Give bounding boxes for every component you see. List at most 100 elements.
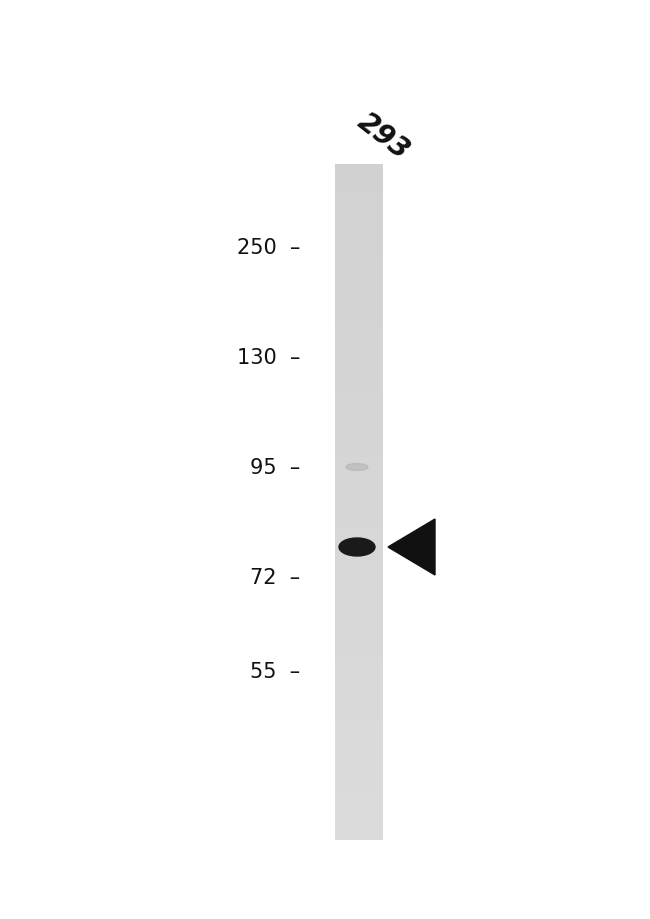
Bar [335, 395, 383, 402]
Bar [335, 323, 383, 328]
Bar [335, 614, 383, 620]
Bar [335, 687, 383, 694]
Bar [335, 575, 383, 581]
Bar [335, 272, 383, 278]
Bar [335, 653, 383, 660]
Bar [335, 215, 383, 221]
Bar [335, 170, 383, 176]
Bar [335, 709, 383, 716]
Bar [335, 373, 383, 379]
Bar [335, 221, 383, 227]
Bar [335, 193, 383, 199]
Bar [335, 451, 383, 458]
Bar [335, 608, 383, 615]
Bar [335, 811, 383, 817]
Bar [335, 300, 383, 306]
Bar [335, 648, 383, 654]
Bar [335, 361, 383, 368]
Bar [335, 417, 383, 424]
Bar [335, 496, 383, 503]
Bar [335, 519, 383, 525]
Bar [335, 743, 383, 750]
Bar [335, 210, 383, 216]
Bar [335, 626, 383, 631]
Bar [335, 570, 383, 575]
Ellipse shape [344, 540, 370, 554]
Bar [335, 187, 383, 193]
Bar [335, 462, 383, 469]
Bar [335, 491, 383, 497]
Bar [335, 665, 383, 671]
Bar [335, 384, 383, 390]
Bar [335, 328, 383, 334]
Bar [335, 586, 383, 593]
Bar [335, 289, 383, 295]
Bar [335, 238, 383, 244]
Bar [335, 255, 383, 261]
Text: 250  –: 250 – [237, 238, 300, 257]
Bar [335, 760, 383, 766]
Bar [335, 834, 383, 840]
Bar [335, 552, 383, 559]
Bar [335, 817, 383, 823]
Bar [335, 794, 383, 800]
Bar [335, 294, 383, 301]
Bar [335, 474, 383, 480]
Bar [335, 176, 383, 182]
Bar [335, 525, 383, 530]
Bar [335, 682, 383, 688]
Bar [335, 789, 383, 795]
Bar [335, 446, 383, 452]
Bar [335, 435, 383, 440]
Bar [335, 716, 383, 721]
Bar [335, 379, 383, 384]
Ellipse shape [348, 542, 366, 553]
Bar [335, 350, 383, 357]
Bar [335, 828, 383, 834]
Bar [335, 334, 383, 339]
Bar [335, 772, 383, 777]
Bar [335, 581, 383, 586]
Bar [335, 530, 383, 536]
Bar [335, 800, 383, 806]
Bar [335, 429, 383, 435]
Bar [335, 671, 383, 676]
Bar [335, 367, 383, 373]
Bar [335, 345, 383, 351]
Bar [335, 823, 383, 828]
Bar [335, 412, 383, 418]
Bar [335, 227, 383, 233]
Bar [335, 507, 383, 514]
Bar [335, 457, 383, 463]
Bar [335, 637, 383, 643]
Bar [335, 783, 383, 789]
Bar [335, 165, 383, 839]
Bar [335, 603, 383, 609]
Bar [335, 440, 383, 447]
Bar [335, 311, 383, 317]
Bar [335, 732, 383, 739]
Text: 293: 293 [352, 108, 415, 165]
Bar [335, 754, 383, 761]
Bar [335, 266, 383, 272]
Bar [335, 244, 383, 250]
Text: 55  –: 55 – [250, 662, 300, 681]
Bar [335, 401, 383, 407]
Bar [335, 563, 383, 570]
Bar [335, 406, 383, 413]
Bar [335, 727, 383, 732]
Bar [335, 316, 383, 323]
Bar [335, 597, 383, 604]
Text: 72  –: 72 – [250, 567, 300, 587]
Bar [335, 592, 383, 598]
Bar [335, 249, 383, 255]
Bar [335, 642, 383, 649]
Bar [335, 536, 383, 542]
Bar [335, 390, 383, 396]
Bar [335, 620, 383, 626]
Bar [335, 749, 383, 755]
Text: 95  –: 95 – [250, 458, 300, 478]
Bar [335, 704, 383, 710]
Bar [335, 738, 383, 744]
Bar [335, 805, 383, 811]
